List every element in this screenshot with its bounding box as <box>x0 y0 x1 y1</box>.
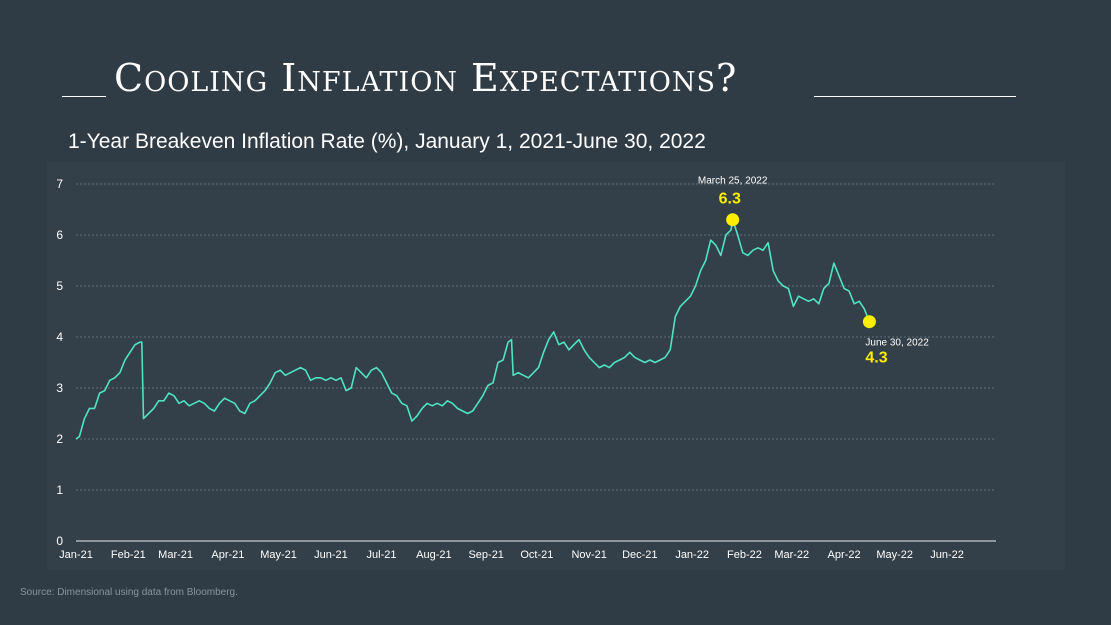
title-rule-left <box>62 96 106 97</box>
chart-panel: 0 1 2 3 4 5 6 7 Jan-21 Feb-21 Mar-21 Apr-21 May-21 Ju… <box>47 162 1065 570</box>
chart-subtitle: 1-Year Breakeven Inflation Rate (%), Jan… <box>68 130 706 153</box>
y-tick-label: 6 <box>56 228 63 242</box>
x-tick-label: May-22 <box>876 549 913 561</box>
x-tick-label: Dec-21 <box>622 549 657 561</box>
title-row: Cooling Inflation Expectations? <box>62 55 1017 103</box>
x-tick-label: Mar-21 <box>158 549 193 561</box>
y-tick-label: 3 <box>56 381 63 395</box>
series-line <box>75 218 871 440</box>
x-tick-label: Jan-22 <box>675 549 709 561</box>
x-tick-label: Nov-21 <box>571 549 606 561</box>
y-tick-label: 4 <box>56 330 63 344</box>
annotation-date-label: June 30, 2022 <box>865 338 929 349</box>
y-tick-label: 5 <box>56 279 63 293</box>
page-title: Cooling Inflation Expectations? <box>114 56 738 100</box>
y-tick-label: 1 <box>56 483 63 497</box>
x-tick-label: Jun-22 <box>930 549 964 561</box>
x-tick-label: Aug-21 <box>416 549 451 561</box>
x-tick-label: Oct-21 <box>520 549 553 561</box>
x-tick-label: Sep-21 <box>468 549 503 561</box>
x-tick-label: Feb-21 <box>111 549 146 561</box>
x-tick-label: Jul-21 <box>367 549 397 561</box>
annotation-date-label: March 25, 2022 <box>698 176 768 187</box>
x-tick-label: Jan-21 <box>59 549 93 561</box>
x-tick-label: Mar-22 <box>774 549 809 561</box>
y-tick-label: 2 <box>56 432 63 446</box>
y-tick-label: 0 <box>56 534 63 548</box>
title-rule-right <box>814 96 1016 97</box>
x-tick-label: Feb-22 <box>727 549 762 561</box>
x-tick-label: Apr-22 <box>828 549 861 561</box>
breakeven-line-chart: 0 1 2 3 4 5 6 7 Jan-21 Feb-21 Mar-21 Apr-21 May-21 Ju… <box>56 176 996 561</box>
highlight-point <box>862 315 876 329</box>
x-tick-label: Apr-21 <box>211 549 244 561</box>
annotation-value-label: 4.3 <box>865 350 887 367</box>
source-note: Source: Dimensional using data from Bloo… <box>20 587 238 598</box>
x-tick-label: May-21 <box>260 549 297 561</box>
x-tick-label: Jun-21 <box>314 549 348 561</box>
highlight-point <box>726 213 740 227</box>
y-tick-label: 7 <box>56 177 63 191</box>
annotation-value-label: 6.3 <box>719 191 741 208</box>
